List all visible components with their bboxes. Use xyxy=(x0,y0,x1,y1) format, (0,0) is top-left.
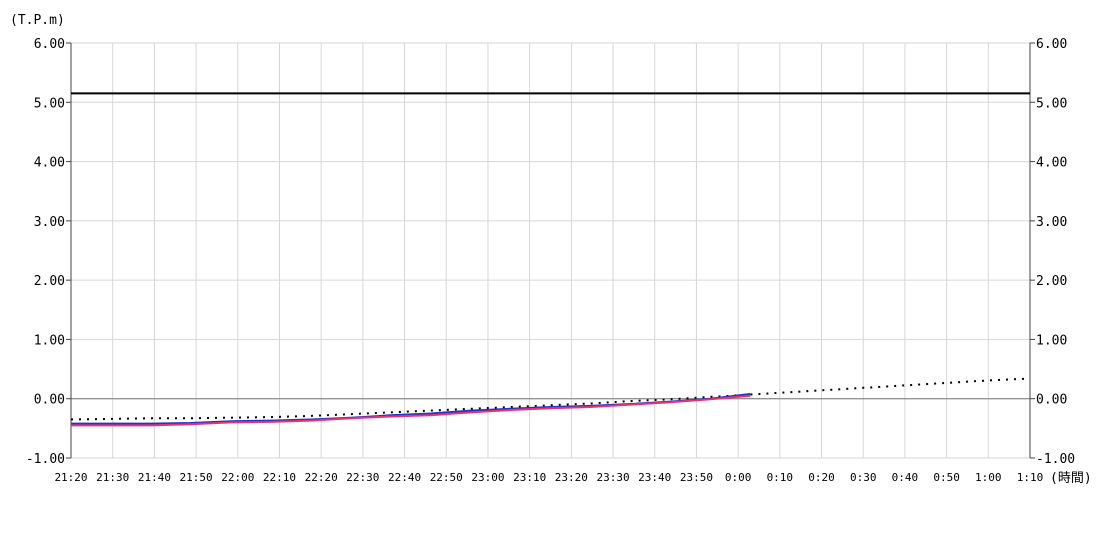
y-tick-label-left: 5.00 xyxy=(34,96,65,111)
y-tick-label-right: 0.00 xyxy=(1036,393,1067,408)
y-tick-label-right: 4.00 xyxy=(1036,156,1067,171)
x-tick-label: 22:50 xyxy=(430,471,463,484)
y-tick-label-right: -1.00 xyxy=(1036,452,1075,467)
x-tick-label: 0:20 xyxy=(808,471,835,484)
y-tick-label-left: 3.00 xyxy=(34,215,65,230)
x-tick-label: 21:30 xyxy=(96,471,129,484)
y-tick-label-right: 6.00 xyxy=(1036,37,1067,52)
x-tick-label: 0:50 xyxy=(933,471,960,484)
y-tick-labels-left: 6.00 5.00 4.00 3.00 2.00 1.00 0.00 -1.00 xyxy=(26,37,65,467)
y-tick-labels-right: 6.00 5.00 4.00 3.00 2.00 1.00 0.00 -1.00 xyxy=(1036,37,1075,467)
grid-lines xyxy=(70,42,1031,459)
x-tick-label: 0:30 xyxy=(850,471,877,484)
y-axis-unit-label: (T.P.m) xyxy=(10,13,65,28)
x-tick-label: 23:40 xyxy=(638,471,671,484)
y-tick-label-right: 2.00 xyxy=(1036,274,1067,289)
x-tick-label: 21:40 xyxy=(138,471,171,484)
x-tick-label: 21:20 xyxy=(54,471,87,484)
x-tick-label: 22:10 xyxy=(263,471,296,484)
x-tick-label: 21:50 xyxy=(180,471,213,484)
series-group xyxy=(70,377,1031,427)
y-tick-label-left: -1.00 xyxy=(26,452,65,467)
x-tick-label: 23:10 xyxy=(513,471,546,484)
x-tick-label: 22:00 xyxy=(221,471,254,484)
y-tick-label-right: 5.00 xyxy=(1036,96,1067,111)
x-tick-label: 22:40 xyxy=(388,471,421,484)
y-tick-label-left: 2.00 xyxy=(34,274,65,289)
y-tick-label-right: 3.00 xyxy=(1036,215,1067,230)
x-tick-label: 0:40 xyxy=(892,471,919,484)
x-tick-labels: 21:20 21:30 21:40 21:50 22:00 22:10 22:20 22:30… xyxy=(54,471,1043,484)
x-tick-label: 23:50 xyxy=(680,471,713,484)
y-tick-label-right: 1.00 xyxy=(1036,333,1067,348)
x-tick-label: 1:00 xyxy=(975,471,1002,484)
y-tick-label-left: 6.00 xyxy=(34,37,65,52)
x-tick-label: 0:10 xyxy=(767,471,794,484)
x-tick-label: 23:20 xyxy=(555,471,588,484)
x-tick-label: 0:00 xyxy=(725,471,752,484)
x-tick-label: 23:00 xyxy=(471,471,504,484)
x-tick-label: 22:30 xyxy=(346,471,379,484)
x-axis-unit-label: (時間) xyxy=(1050,471,1092,486)
x-tick-label: 22:20 xyxy=(305,471,338,484)
axes xyxy=(66,42,1035,459)
x-tick-label: 1:10 xyxy=(1017,471,1044,484)
y-tick-label-left: 0.00 xyxy=(34,393,65,408)
y-tick-label-left: 1.00 xyxy=(34,333,65,348)
series-line-3 xyxy=(71,394,751,427)
y-tick-label-left: 4.00 xyxy=(34,156,65,171)
x-tick-label: 23:30 xyxy=(596,471,629,484)
